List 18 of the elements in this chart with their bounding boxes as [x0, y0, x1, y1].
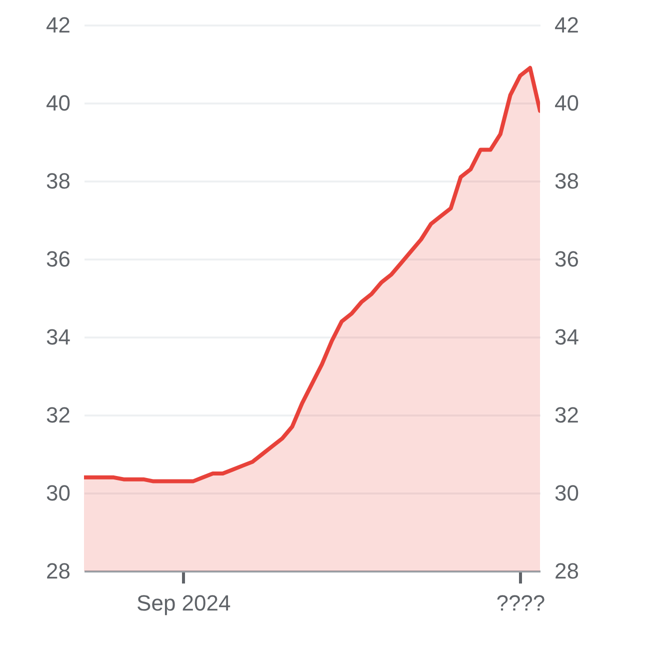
x-tick-label: Sep 2024 — [136, 590, 231, 616]
y2-tick-label: 32 — [554, 402, 579, 428]
y2-tick-label: 38 — [554, 168, 579, 194]
y-tick-label: 42 — [46, 12, 70, 38]
y2-tick-label: 40 — [554, 90, 579, 116]
y-tick-label: 36 — [46, 246, 70, 272]
y-tick-label: 40 — [46, 90, 70, 116]
y2-tick-label: 42 — [554, 12, 579, 38]
y2-tick-label: 28 — [554, 558, 579, 584]
y-tick-label: 38 — [46, 168, 70, 194]
x-tick-label: ???? — [496, 590, 546, 616]
y-tick-label: 28 — [46, 558, 70, 584]
y-tick-label: 34 — [46, 324, 70, 350]
y-tick-label: 30 — [46, 480, 70, 506]
y-tick-label: 32 — [46, 402, 70, 428]
y2-tick-label: 36 — [554, 246, 579, 272]
y2-tick-label: 30 — [554, 480, 579, 506]
y2-tick-label: 34 — [554, 324, 579, 350]
